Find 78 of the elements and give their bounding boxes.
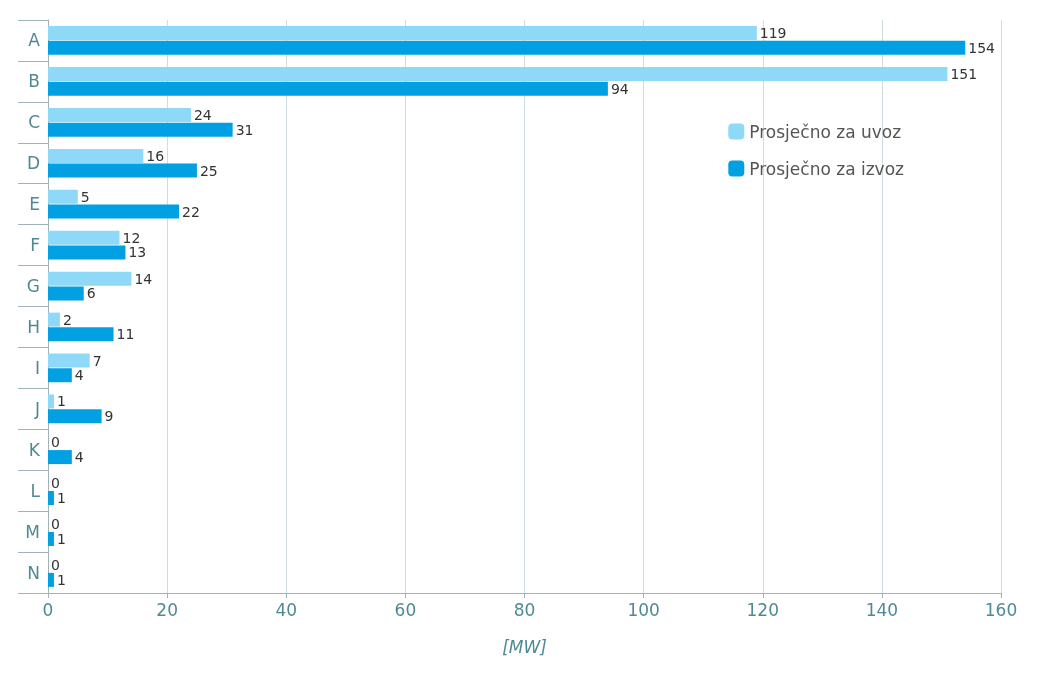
bar <box>48 353 90 368</box>
y-tick-label: J <box>33 398 40 419</box>
y-tick-label: K <box>28 439 41 460</box>
x-tick-label: 0 <box>42 599 54 620</box>
x-tick-label: 60 <box>394 599 417 620</box>
y-tick-label: N <box>27 562 40 583</box>
bar <box>48 40 966 55</box>
data-label: 1 <box>56 393 66 410</box>
bar <box>48 148 144 163</box>
data-label: 94 <box>610 80 629 97</box>
data-label: 1 <box>56 490 66 507</box>
bar <box>48 286 84 301</box>
x-tick-label: 40 <box>275 599 298 620</box>
y-tick-label: H <box>27 316 40 337</box>
bar <box>48 230 120 245</box>
bar <box>48 163 197 178</box>
data-label: 22 <box>182 203 200 220</box>
data-label: 154 <box>968 39 996 56</box>
x-tick-label: 140 <box>865 599 899 620</box>
data-label: 1 <box>56 571 66 588</box>
data-label: 5 <box>80 188 90 205</box>
data-label: 1 <box>56 530 66 547</box>
data-label: 4 <box>74 449 84 466</box>
data-label: 4 <box>74 367 84 384</box>
data-label: 2 <box>62 311 72 328</box>
bar <box>48 26 757 41</box>
bar <box>48 107 191 122</box>
data-label: 24 <box>193 106 212 123</box>
data-label: 16 <box>146 147 165 164</box>
data-label: 151 <box>950 66 978 83</box>
x-tick-label: 20 <box>156 599 178 620</box>
data-label: 12 <box>122 229 141 246</box>
y-tick-label: A <box>28 30 41 51</box>
data-label: 11 <box>116 326 135 343</box>
x-tick-label: 160 <box>984 599 1018 620</box>
bar <box>48 450 72 465</box>
bar <box>48 81 608 96</box>
y-tick-label: D <box>26 153 40 174</box>
data-label: 0 <box>51 434 60 451</box>
y-tick-label: E <box>29 194 40 215</box>
x-tick-label: 80 <box>513 599 536 620</box>
bar <box>48 122 233 137</box>
bar <box>48 67 948 82</box>
y-tick-label: F <box>30 235 40 256</box>
y-tick-label: M <box>25 521 40 542</box>
legend-label: Prosječno za uvoz <box>749 121 902 142</box>
bar <box>48 368 72 383</box>
data-label: 7 <box>92 352 102 369</box>
data-label: 31 <box>235 121 254 138</box>
bar <box>48 327 114 342</box>
bar <box>48 409 102 424</box>
data-label: 0 <box>51 557 60 574</box>
y-tick-label: I <box>34 357 40 378</box>
x-tick-label: 120 <box>746 599 779 620</box>
bar <box>48 531 54 546</box>
data-label: 13 <box>128 244 147 261</box>
bar <box>48 312 60 327</box>
bar <box>48 572 54 587</box>
bar <box>48 204 180 219</box>
x-tick-label: 100 <box>627 599 660 620</box>
y-tick-label: B <box>28 71 40 92</box>
data-label: 14 <box>134 270 153 287</box>
data-label: 0 <box>51 475 60 492</box>
y-tick-label: L <box>30 480 41 501</box>
bar <box>48 271 132 286</box>
bar <box>48 189 78 204</box>
x-axis-title: [MW] <box>502 636 547 657</box>
legend-label: Prosječno za izvoz <box>749 158 905 179</box>
data-label: 25 <box>199 162 218 179</box>
data-label: 9 <box>104 408 114 425</box>
bar <box>48 491 54 506</box>
data-label: 6 <box>86 285 96 302</box>
bar <box>48 245 126 260</box>
y-tick-label: C <box>28 112 40 133</box>
data-label: 119 <box>759 25 787 42</box>
data-label: 0 <box>51 516 60 533</box>
bar <box>48 394 54 409</box>
y-tick-label: G <box>26 276 40 297</box>
